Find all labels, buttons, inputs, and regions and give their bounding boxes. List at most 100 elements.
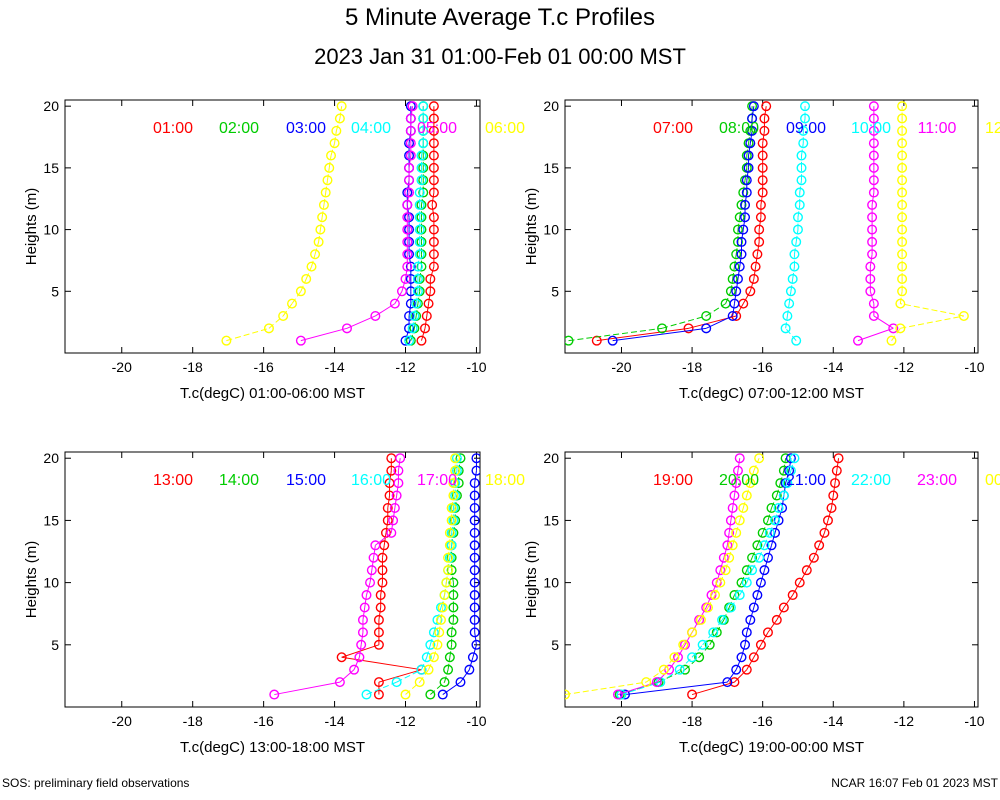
series-line [873, 315, 894, 329]
series-line [756, 241, 760, 255]
series-line [420, 143, 424, 156]
series-line [679, 656, 693, 671]
data-point [800, 113, 811, 124]
legend-label: 15:00 [286, 472, 326, 489]
x-tick-label: -16 [753, 713, 773, 729]
data-point [727, 310, 738, 321]
series-line [746, 167, 750, 181]
data-layer [269, 453, 480, 700]
series-line [360, 632, 364, 645]
series-line [378, 607, 382, 620]
data-point [329, 138, 340, 149]
data-point [446, 627, 457, 638]
series-line [700, 607, 709, 621]
series-line [709, 632, 718, 646]
data-point [405, 125, 416, 136]
series-line [668, 656, 679, 670]
data-point [762, 627, 773, 638]
series-line [783, 482, 788, 496]
data-point [865, 273, 876, 284]
data-point [745, 478, 756, 489]
data-point [748, 101, 759, 112]
data-point [759, 113, 770, 124]
data-point [393, 478, 404, 489]
data-point [370, 310, 381, 321]
data-point [315, 224, 326, 235]
series-line [767, 619, 778, 633]
series-line [282, 303, 293, 317]
data-point [736, 199, 747, 210]
data-point [886, 335, 897, 346]
data-point [868, 298, 879, 309]
footer-left-note: SOS: preliminary field observations [2, 776, 190, 790]
data-point [798, 138, 809, 149]
series-line [433, 644, 438, 658]
data-point [755, 639, 766, 650]
series-line [452, 495, 456, 509]
data-point [687, 652, 698, 663]
x-tick-label: -20 [611, 713, 631, 729]
series-line [737, 266, 741, 280]
series-line [707, 594, 716, 608]
data-point [738, 187, 749, 198]
series-line [785, 327, 797, 341]
series-line [783, 458, 787, 471]
data-point [773, 515, 784, 526]
data-point [469, 527, 480, 538]
series-line [438, 619, 442, 633]
series-line [735, 470, 739, 484]
data-point [761, 101, 772, 112]
x-tick-label: -18 [682, 713, 702, 729]
data-point [897, 187, 908, 198]
data-point [287, 298, 298, 309]
data-point [320, 187, 331, 198]
data-point [754, 453, 765, 464]
data-point [405, 113, 416, 124]
series-line [793, 241, 797, 255]
plot-frame [64, 99, 481, 354]
data-point [747, 552, 758, 563]
plot-frame [564, 451, 979, 708]
series-line [746, 143, 750, 156]
series-line [353, 657, 360, 670]
series-line [454, 470, 458, 484]
series-line [415, 303, 419, 317]
series-line [725, 291, 732, 304]
data-point [469, 515, 480, 526]
series-line [339, 669, 355, 683]
series-line [746, 656, 755, 670]
data-point [771, 490, 782, 501]
series-line [684, 656, 700, 671]
series-line [799, 569, 808, 583]
data-point [384, 490, 395, 501]
series-line [818, 532, 825, 546]
series-line [732, 495, 735, 509]
data-point [441, 577, 452, 588]
data-point [278, 310, 289, 321]
data-point [678, 639, 689, 650]
series-line [375, 532, 392, 546]
series-line [268, 315, 284, 329]
data-point [759, 125, 770, 136]
series-line [429, 632, 435, 645]
data-point [778, 490, 789, 501]
x-tick-label: -18 [682, 359, 702, 375]
data-point [752, 590, 763, 601]
data-point [759, 565, 770, 576]
series-line [412, 315, 415, 329]
data-point [897, 125, 908, 136]
series-line [612, 327, 707, 342]
data-point [405, 138, 416, 149]
series-line [832, 483, 836, 496]
y-tick-label: 10 [43, 575, 59, 591]
legend-label: 18:00 [485, 472, 525, 489]
data-point [828, 490, 839, 501]
series-line [760, 570, 765, 583]
series-line [319, 217, 323, 230]
series-line [746, 569, 753, 583]
data-point [420, 323, 431, 334]
data-point [469, 540, 480, 551]
data-point [731, 527, 742, 538]
series-line [836, 458, 840, 471]
series-line [415, 291, 419, 304]
